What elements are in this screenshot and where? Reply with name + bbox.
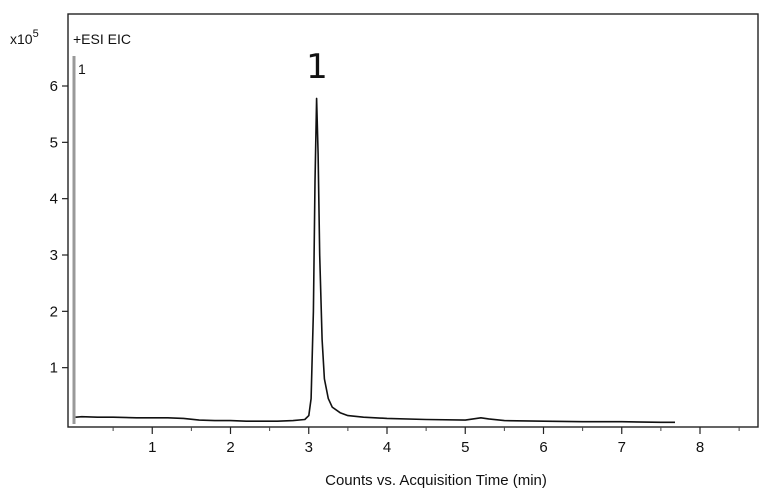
x-tick-label-7: 7	[618, 439, 626, 456]
x-axis-title: Counts vs. Acquisition Time (min)	[325, 472, 547, 489]
y-tick-label-5: 5	[50, 134, 58, 151]
x-tick-label-1: 1	[148, 439, 156, 456]
y-tick-label-1: 1	[50, 360, 58, 377]
y-multiplier-label: x105	[10, 28, 39, 47]
y-tick-label-6: 6	[50, 78, 58, 95]
x-tick-label-2: 2	[226, 439, 234, 456]
series-index-label: 1	[78, 61, 86, 77]
y-axis-ticks: 1 2 3 4 5 6	[50, 78, 68, 377]
peak-label: 1	[306, 47, 328, 87]
x-tick-label-5: 5	[461, 439, 469, 456]
x-tick-label-3: 3	[305, 439, 313, 456]
x-tick-label-8: 8	[696, 439, 704, 456]
x-axis-ticks: 1 2 3 4 5 6 7 8	[112, 427, 740, 456]
eic-trace-line	[75, 97, 675, 424]
y-tick-label-3: 3	[50, 247, 58, 264]
plot-frame	[67, 13, 759, 428]
x-tick-label-6: 6	[539, 439, 547, 456]
x-tick-label-4: 4	[383, 439, 391, 456]
y-tick-label-4: 4	[50, 191, 58, 208]
ion-mode-label: +ESI EIC	[73, 31, 131, 47]
y-tick-label-2: 2	[50, 303, 58, 320]
